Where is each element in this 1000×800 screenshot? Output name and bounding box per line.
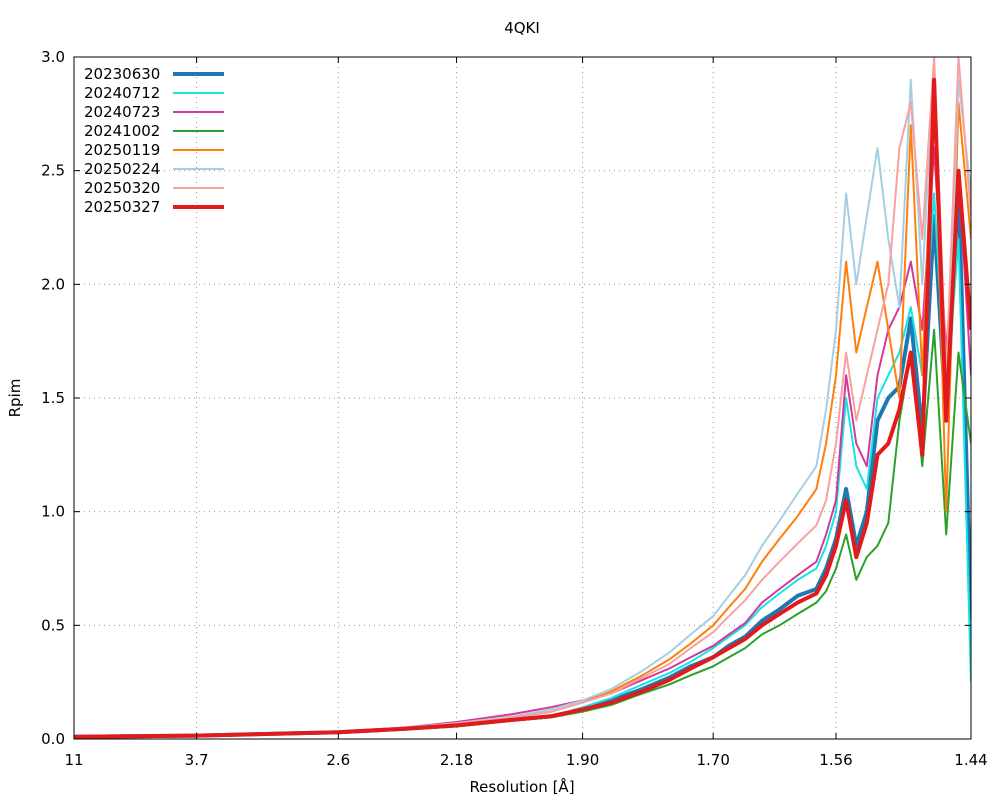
- legend-label-20240723: 20240723: [84, 103, 160, 121]
- legend-label-20250119: 20250119: [84, 141, 160, 159]
- y-tick-label: 0.0: [41, 730, 65, 748]
- y-tick-label: 2.0: [41, 275, 65, 293]
- x-axis: 11 3.7 2.6 2.18 1.90 1.70 1.56 1.44: [64, 57, 988, 769]
- chart-title: 4QKI: [504, 19, 540, 37]
- y-tick-label: 0.5: [41, 616, 65, 634]
- series-line-20250224: [74, 57, 971, 738]
- y-tick-label: 1.5: [41, 389, 65, 407]
- series-line-20230630: [74, 180, 971, 739]
- series-layer: [74, 57, 971, 739]
- x-axis-label: Resolution [Å]: [469, 777, 574, 796]
- y-tick-label: 2.5: [41, 162, 65, 180]
- legend-label-20250327: 20250327: [84, 198, 160, 216]
- series-line-20250327: [74, 77, 971, 739]
- legend-label-20250224: 20250224: [84, 160, 160, 178]
- x-tick-label: 1.44: [954, 751, 987, 769]
- x-tick-label: 1.56: [819, 751, 852, 769]
- y-tick-label: 3.0: [41, 48, 65, 66]
- x-tick-label: 1.70: [696, 751, 729, 769]
- legend-label-20241002: 20241002: [84, 122, 160, 140]
- x-tick-label: 3.7: [185, 751, 209, 769]
- legend-label-20230630: 20230630: [84, 65, 160, 83]
- x-tick-label: 11: [64, 751, 83, 769]
- series-line-20250320: [74, 57, 971, 738]
- legend: 2023063020240712202407232024100220250119…: [84, 65, 224, 216]
- y-axis-label: Rpim: [6, 379, 24, 418]
- y-tick-label: 1.0: [41, 503, 65, 521]
- x-tick-label: 2.18: [440, 751, 473, 769]
- series-line-20250119: [74, 78, 971, 738]
- series-line-20240723: [74, 146, 971, 738]
- legend-label-20240712: 20240712: [84, 84, 160, 102]
- x-tick-label: 1.90: [566, 751, 599, 769]
- x-tick-label: 2.6: [326, 751, 350, 769]
- grid: [73, 56, 972, 740]
- y-axis: 0.0 0.5 1.0 1.5 2.0 2.5 3.0: [41, 48, 971, 748]
- legend-label-20250320: 20250320: [84, 179, 160, 197]
- series-line-20240712: [74, 192, 971, 738]
